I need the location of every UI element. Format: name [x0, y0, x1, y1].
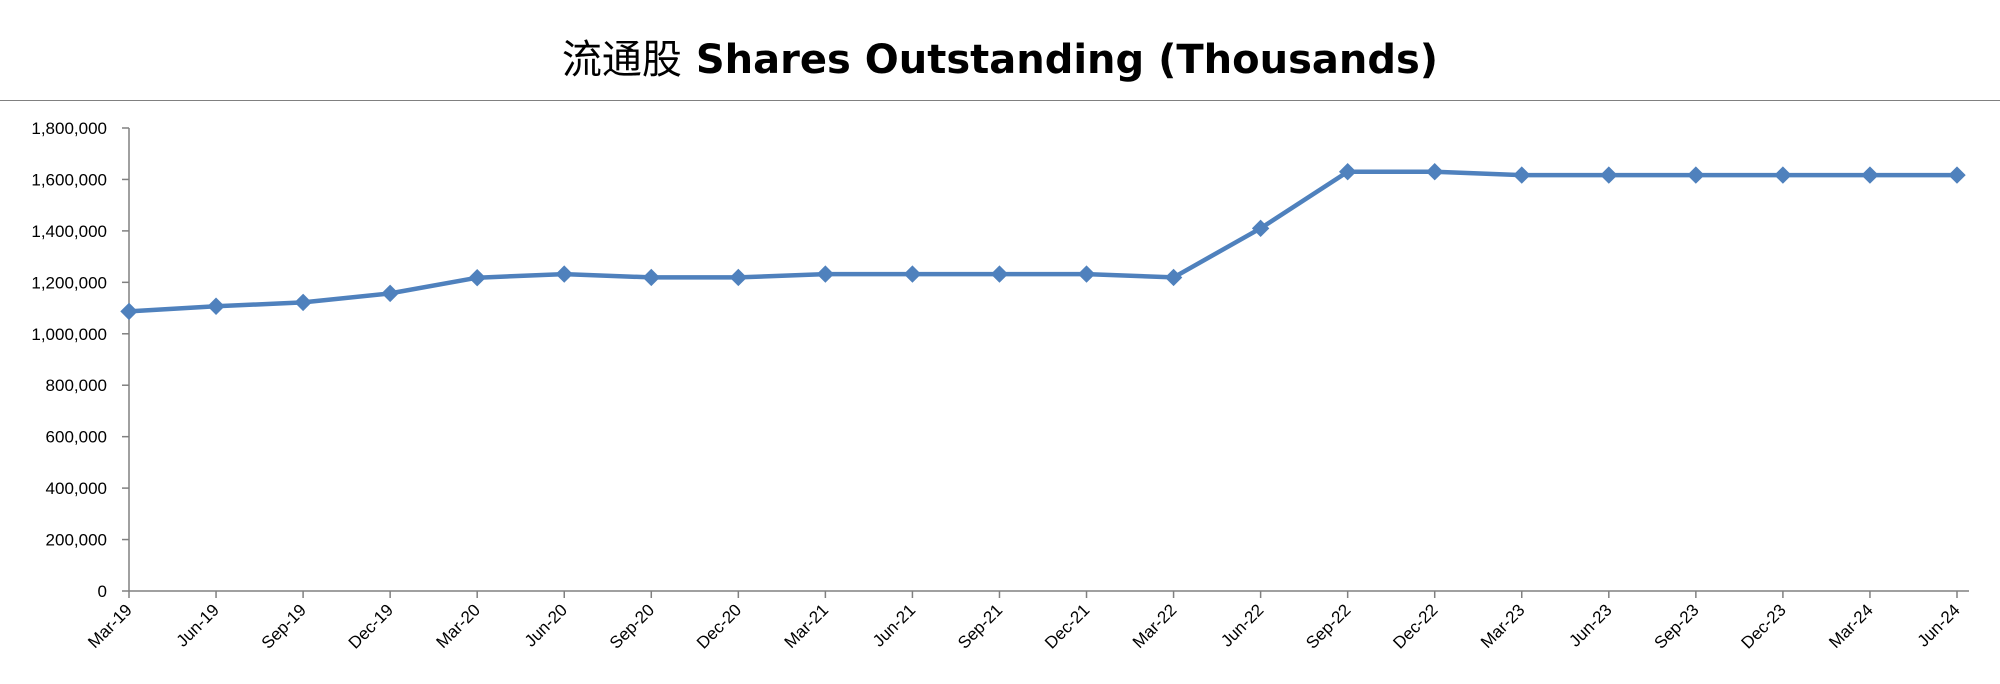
data-point-marker	[468, 268, 486, 287]
x-tick-label: Mar-20	[432, 600, 484, 652]
x-tick-label: Mar-21	[781, 600, 833, 652]
y-tick-label: 1,400,000	[31, 222, 107, 241]
x-tick-label: Sep-22	[1302, 600, 1354, 652]
data-point-marker	[1861, 166, 1879, 184]
data-point-marker	[990, 265, 1009, 283]
x-tick-label: Dec-22	[1389, 600, 1441, 652]
x-tick-label: Dec-20	[693, 600, 745, 652]
x-tick-label: Sep-23	[1650, 600, 1702, 652]
y-tick-label: 800,000	[46, 376, 107, 395]
data-point-marker	[120, 302, 138, 321]
chart-title: 流通股 Shares Outstanding (Thousands)	[0, 32, 2000, 88]
x-tick-label: Sep-20	[606, 600, 658, 652]
series-layer	[120, 163, 1966, 321]
x-tick-label: Jun-22	[1217, 600, 1267, 650]
data-point-marker	[381, 284, 399, 303]
data-point-marker	[1338, 163, 1357, 181]
y-tick-label: 1,600,000	[31, 170, 107, 189]
data-point-marker	[1774, 166, 1792, 184]
data-point-marker	[642, 268, 660, 287]
series-line	[126, 169, 1960, 314]
x-tick-label: Jun-20	[521, 600, 571, 650]
y-tick-label: 600,000	[46, 428, 107, 447]
x-tick-label: Jun-19	[173, 600, 223, 650]
chart-title-cn: 流通股	[561, 37, 682, 83]
data-point-marker	[555, 265, 573, 283]
x-tick-label: Jun-21	[869, 600, 919, 650]
title-divider	[0, 100, 2000, 101]
x-tick-label: Jun-24	[1914, 600, 1964, 650]
x-tick-label: Sep-19	[258, 600, 310, 652]
data-point-marker	[1426, 163, 1444, 181]
y-tick-label: 1,200,000	[31, 273, 107, 292]
data-point-marker	[1077, 265, 1096, 283]
data-point-marker	[1513, 166, 1531, 184]
x-tick-label: Jun-23	[1565, 600, 1615, 650]
data-point-marker	[903, 265, 922, 283]
data-point-marker	[816, 265, 835, 283]
data-point-marker	[1600, 166, 1618, 184]
y-tick-label: 1,800,000	[31, 119, 107, 138]
x-axis: Mar-19 Jun-19 Sep-19 Dec-19 Mar-20 Jun-20 Sep-…	[84, 590, 1969, 653]
data-point-marker	[1687, 166, 1705, 184]
data-point-marker	[207, 297, 225, 315]
y-axis: 0 200,000 400,000 600,000 800,000 1,000,000 1,…	[31, 119, 130, 601]
x-tick-label: Mar-22	[1129, 600, 1181, 652]
x-tick-label: Dec-21	[1041, 600, 1093, 652]
data-point-marker	[729, 268, 748, 287]
data-point-marker	[294, 293, 312, 312]
x-tick-label: Dec-19	[345, 600, 397, 652]
y-tick-label: 1,000,000	[31, 325, 107, 344]
data-point-marker	[1164, 268, 1183, 287]
data-point-marker	[1251, 219, 1270, 238]
y-tick-label: 400,000	[46, 479, 107, 498]
chart-title-en: Shares Outstanding (Thousands)	[695, 37, 1439, 83]
data-point-marker	[1948, 166, 1966, 184]
x-tick-label: Mar-23	[1477, 600, 1529, 652]
x-tick-label: Dec-23	[1738, 600, 1790, 652]
x-tick-label: Mar-24	[1825, 600, 1877, 652]
x-tick-label: Sep-21	[954, 600, 1006, 652]
x-tick-label: Mar-19	[84, 600, 136, 652]
y-tick-label: 0	[98, 582, 107, 601]
y-tick-label: 200,000	[46, 531, 107, 550]
